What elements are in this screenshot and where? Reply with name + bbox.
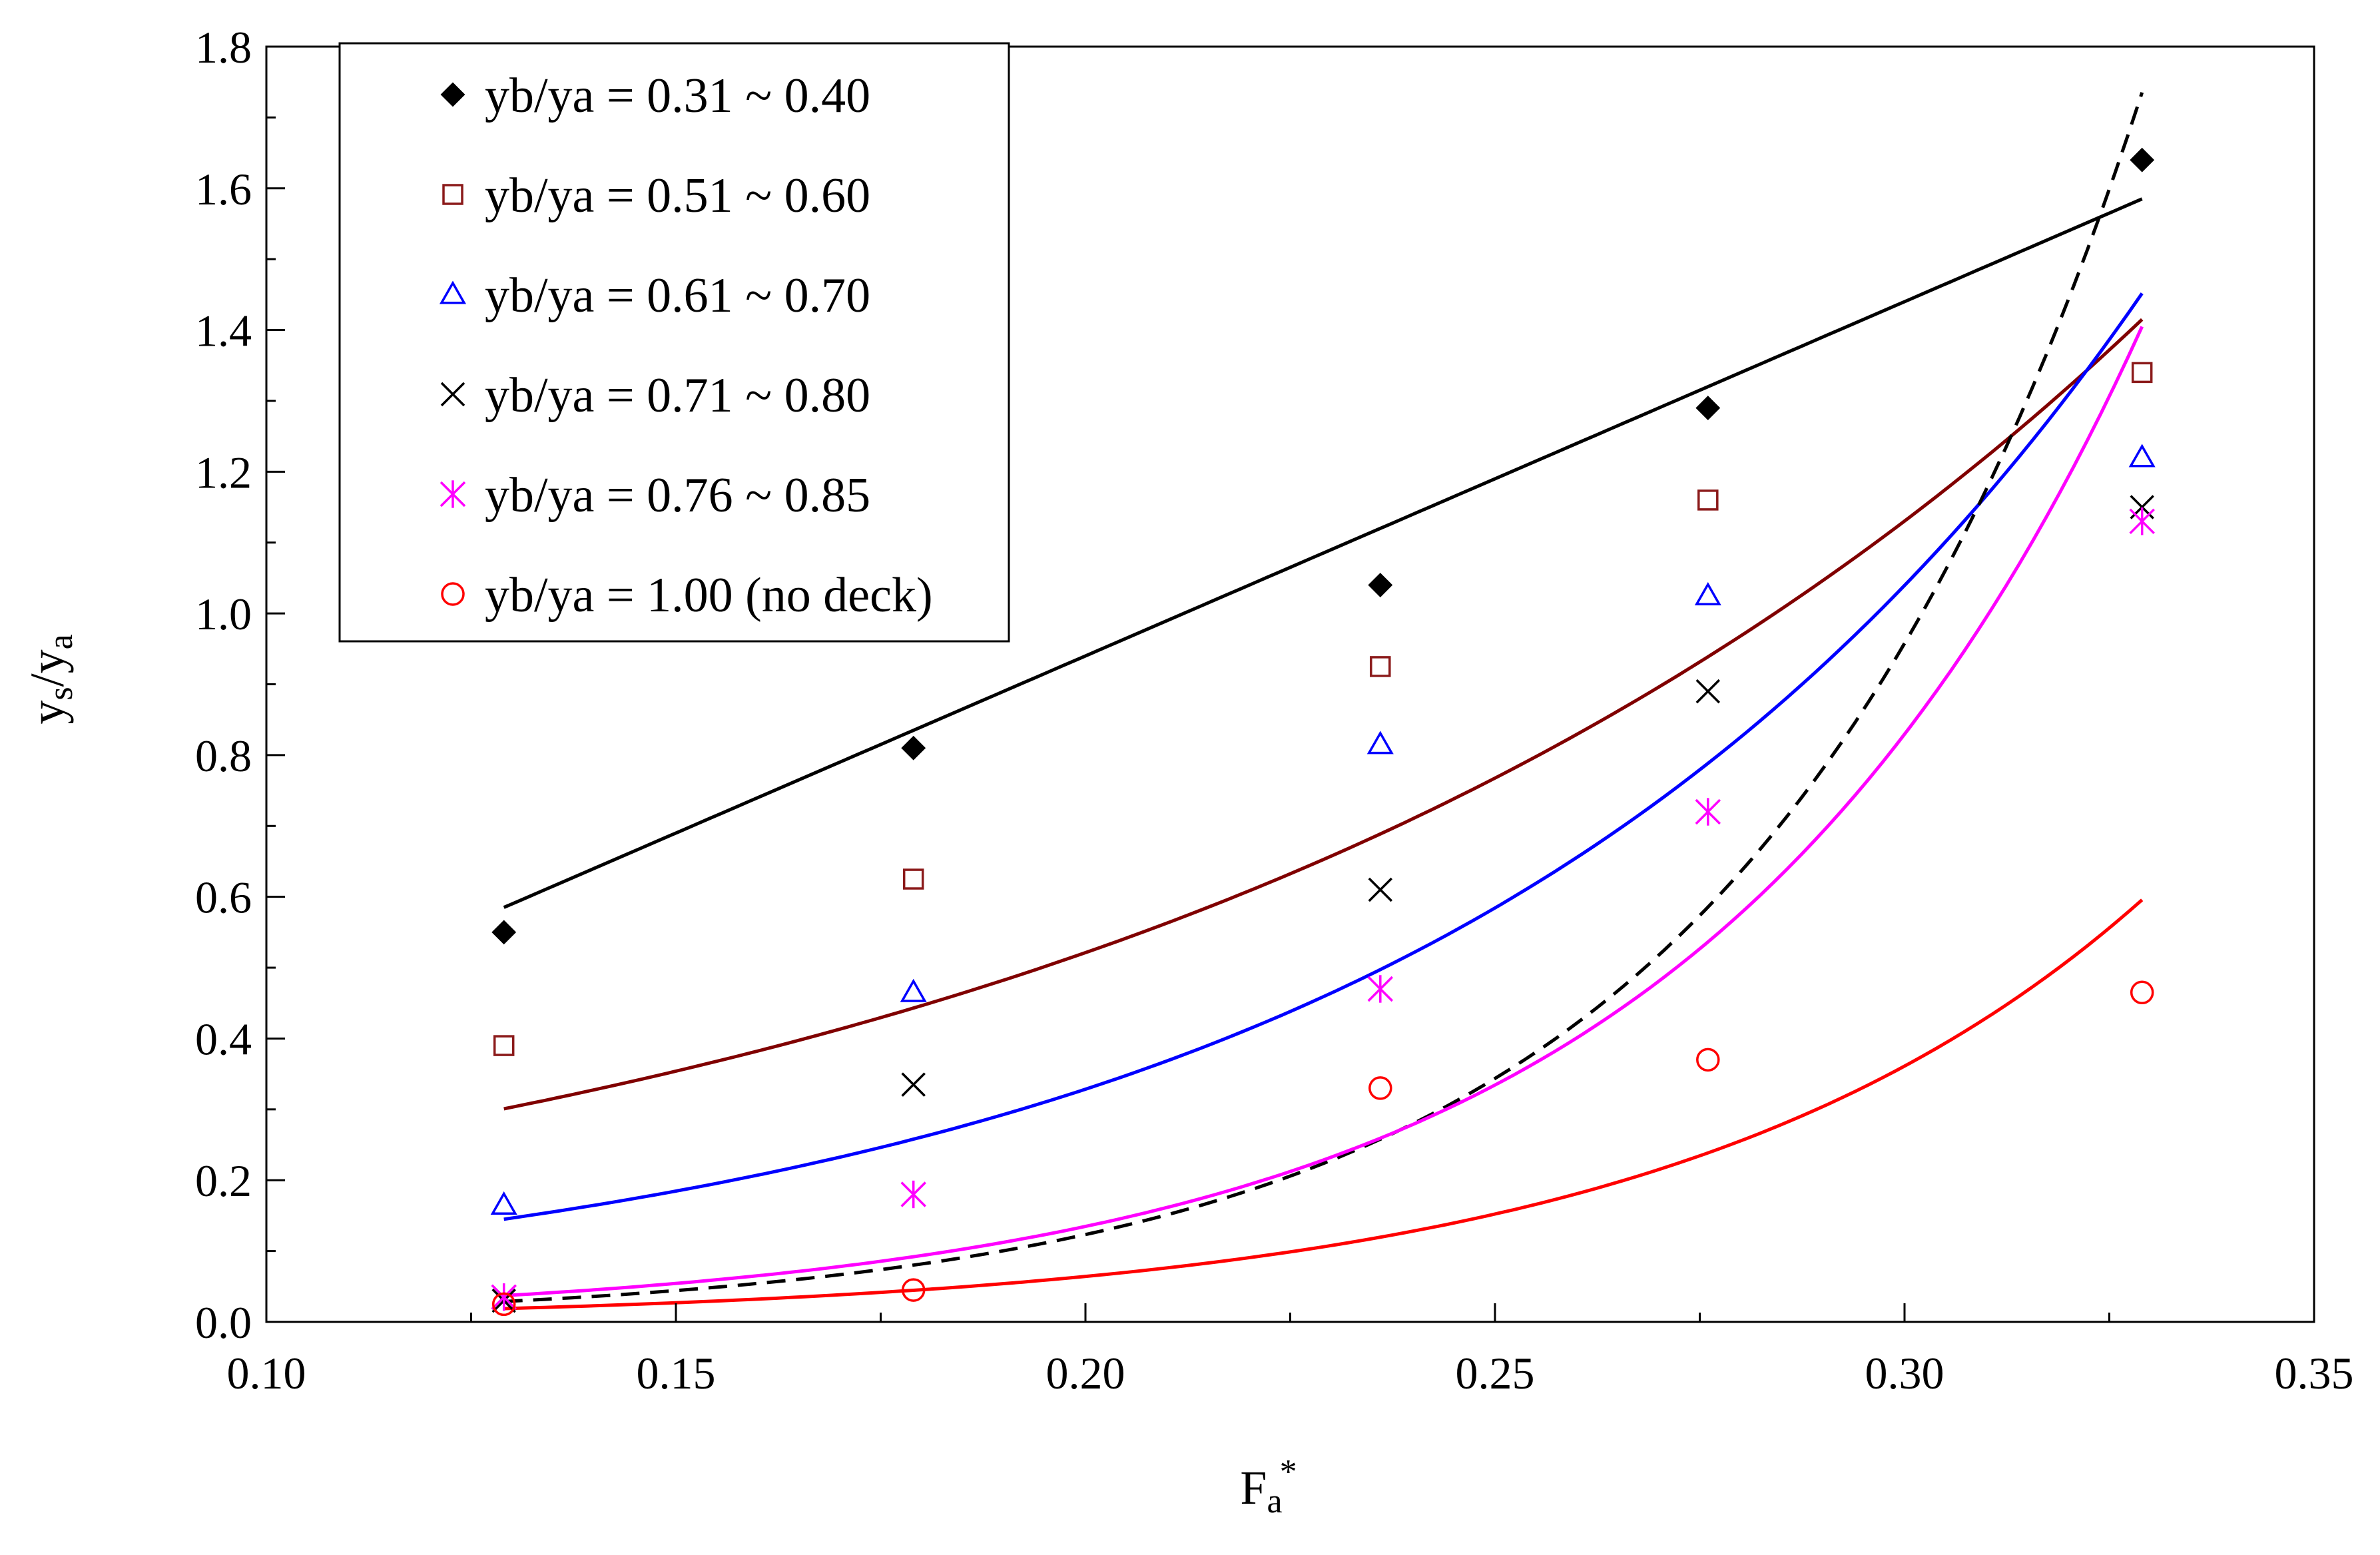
legend-marker-series-4: [440, 382, 465, 407]
x-axis-title-sub: a: [1267, 1482, 1282, 1520]
data-point-series-1: [1695, 396, 1721, 420]
data-point-series-5: [491, 1283, 517, 1311]
data-point-series-3: [1694, 581, 1721, 606]
y-tick-label: 0.4: [195, 1014, 252, 1064]
legend-marker-series-2: [442, 184, 463, 205]
y-axis-title-sub2: a: [42, 634, 80, 649]
legend-box: [338, 42, 1010, 643]
data-point-series-2: [2131, 362, 2153, 384]
y-tick-label: 0.8: [195, 731, 252, 781]
data-point-series-5: [1695, 798, 1721, 826]
data-point-series-6: [491, 1292, 516, 1317]
fit-line-series-2: [503, 318, 2144, 1111]
legend-label-series-3: yb/ya = 0.61 ~ 0.70: [485, 268, 870, 323]
x-axis-title: Fa*: [1240, 1453, 1297, 1520]
data-point-series-2: [1370, 656, 1391, 677]
fit-lines: [503, 92, 2144, 1311]
legend-label-series-1: yb/ya = 0.31 ~ 0.40: [485, 69, 870, 123]
data-point-series-6: [1696, 1048, 1720, 1072]
fit-line-series-3: [503, 292, 2144, 1221]
data-point-series-6: [901, 1278, 926, 1302]
legend-label-series-5: yb/ya = 0.76 ~ 0.85: [485, 468, 870, 523]
data-point-series-5: [2129, 507, 2155, 535]
legend-marker-series-5: [440, 480, 466, 508]
data-point-series-5: [900, 1180, 926, 1209]
x-tick-label: 0.10: [227, 1348, 306, 1399]
y-axis-title-sub1: s: [42, 687, 80, 700]
fit-line-series-6: [503, 898, 2144, 1311]
data-point-series-3: [1366, 731, 1394, 755]
fit-line-series-5: [503, 326, 2144, 1297]
y-tick-label: 1.0: [195, 589, 252, 639]
legend-marker-series-3: [439, 280, 467, 304]
data-point-series-6: [2130, 980, 2154, 1005]
x-tick-label: 0.35: [2275, 1348, 2354, 1399]
data-point-series-4: [1368, 877, 1393, 902]
y-axis-title: ys/ya: [21, 634, 80, 724]
data-point-series-1: [2130, 147, 2155, 172]
y-axis-title-y1: y: [21, 701, 74, 725]
data-point-series-3: [490, 1191, 517, 1215]
data-point-series-2: [902, 868, 924, 890]
legend-marker-series-6: [441, 582, 465, 606]
x-tick-label: 0.20: [1046, 1348, 1125, 1399]
fit-line-series-1: [503, 197, 2143, 909]
y-tick-label: 1.8: [195, 22, 252, 73]
y-axis-title-y2: y: [21, 649, 74, 673]
y-tick-label: 1.2: [195, 447, 252, 497]
data-point-series-3: [900, 978, 927, 1002]
data-point-series-1: [1368, 573, 1393, 597]
data-point-series-3: [2128, 444, 2156, 467]
data-point-series-5: [1367, 975, 1394, 1003]
legend-label-series-2: yb/ya = 0.51 ~ 0.60: [485, 168, 870, 223]
data-markers: [490, 147, 2156, 1317]
y-axis-title-slash: /: [21, 673, 74, 687]
x-tick-label: 0.30: [1865, 1348, 1944, 1399]
data-point-series-4: [1695, 679, 1721, 704]
y-tick-label: 0.6: [195, 872, 252, 923]
data-point-series-2: [493, 1035, 515, 1056]
legend-marker-series-1: [440, 82, 465, 107]
y-tick-label: 0.2: [195, 1155, 252, 1206]
y-tick-label: 0.0: [195, 1297, 252, 1348]
fit-line-series-4: [503, 92, 2144, 1303]
y-tick-label: 1.6: [195, 164, 252, 214]
data-point-series-4: [901, 1072, 926, 1097]
x-axis-title-sup: *: [1280, 1453, 1297, 1491]
y-tick-label: 1.4: [195, 306, 252, 356]
axis-ticks: [265, 45, 2315, 1323]
data-point-series-1: [491, 920, 517, 945]
axis-tick-labels: 0.0 0.2 0.4 0.6 0.8 1.0 1.2 1.4 1.6 1.8 0.10 0.15 0.…: [195, 22, 2354, 1399]
legend-label-series-4: yb/ya = 0.71 ~ 0.80: [485, 368, 870, 423]
data-point-series-1: [901, 735, 926, 761]
legend-label-series-6: yb/ya = 1.00 (no deck): [485, 568, 933, 623]
legend: yb/ya = 0.31 ~ 0.40 yb/ya = 0.51 ~ 0.60 yb…: [338, 42, 1010, 643]
data-point-series-6: [1368, 1076, 1392, 1100]
x-tick-label: 0.25: [1456, 1348, 1535, 1399]
x-axis-title-main: F: [1240, 1461, 1267, 1514]
x-tick-label: 0.15: [637, 1348, 716, 1399]
data-point-series-2: [1697, 489, 1719, 511]
